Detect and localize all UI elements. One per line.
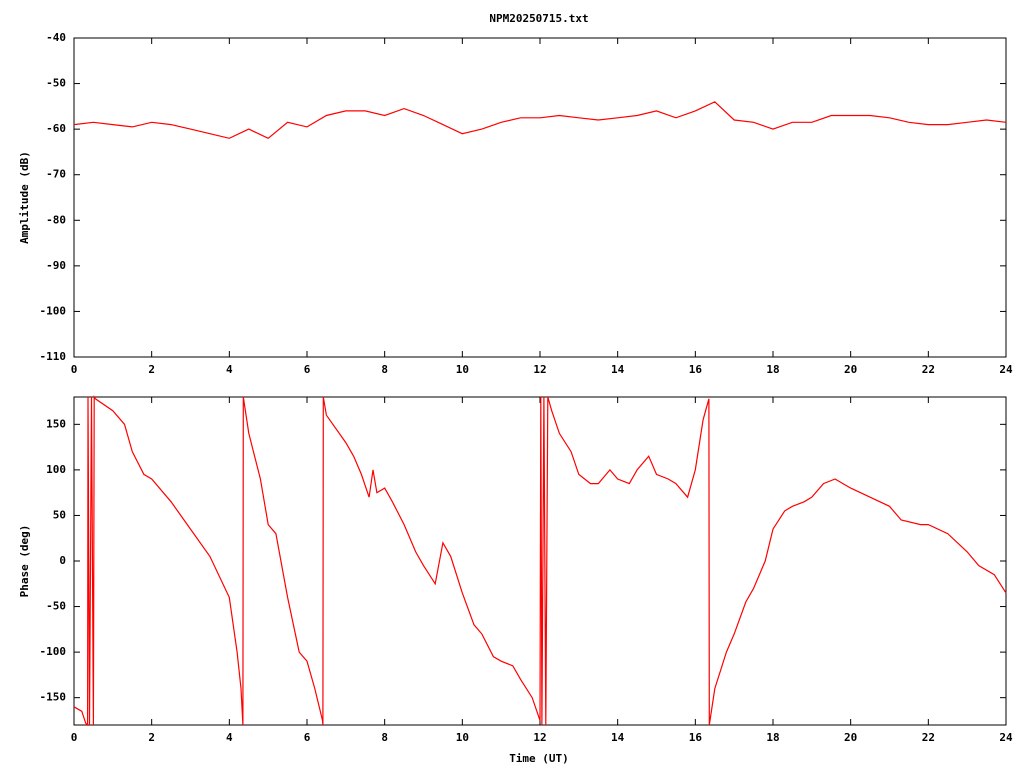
chart-title: NPM20250715.txt bbox=[489, 12, 588, 25]
x-tick-label: 20 bbox=[844, 363, 857, 376]
x-tick-label: 10 bbox=[456, 731, 469, 744]
x-tick-label: 18 bbox=[766, 731, 779, 744]
x-tick-label: 12 bbox=[533, 731, 546, 744]
x-tick-label: 16 bbox=[689, 731, 703, 744]
y-axis-label: Amplitude (dB) bbox=[18, 151, 31, 244]
y-tick-label: -80 bbox=[46, 213, 66, 226]
x-tick-label: 20 bbox=[844, 731, 857, 744]
x-tick-label: 2 bbox=[148, 731, 155, 744]
data-line bbox=[73, 101, 1007, 140]
y-tick-label: 0 bbox=[59, 554, 66, 567]
y-tick-label: -110 bbox=[40, 350, 67, 363]
x-tick-label: 4 bbox=[226, 731, 233, 744]
x-tick-label: 18 bbox=[766, 363, 779, 376]
y-tick-label: -50 bbox=[46, 77, 66, 90]
x-tick-label: 0 bbox=[71, 731, 78, 744]
x-tick-label: 10 bbox=[456, 363, 469, 376]
x-tick-label: 0 bbox=[71, 363, 78, 376]
y-tick-label: -150 bbox=[40, 691, 67, 704]
x-tick-label: 24 bbox=[999, 363, 1013, 376]
x-axis-label: Time (UT) bbox=[509, 752, 569, 765]
x-tick-label: 22 bbox=[922, 363, 935, 376]
y-axis-label: Phase (deg) bbox=[18, 525, 31, 598]
y-tick-label: -40 bbox=[46, 31, 66, 44]
x-tick-label: 8 bbox=[381, 363, 388, 376]
x-tick-label: 16 bbox=[689, 363, 703, 376]
x-tick-label: 8 bbox=[381, 731, 388, 744]
x-tick-label: 6 bbox=[304, 731, 311, 744]
x-tick-label: 4 bbox=[226, 363, 233, 376]
x-tick-label: 14 bbox=[611, 363, 625, 376]
x-tick-label: 14 bbox=[611, 731, 625, 744]
data-line bbox=[73, 395, 1007, 727]
y-tick-label: 100 bbox=[46, 463, 66, 476]
y-tick-label: -100 bbox=[40, 304, 67, 317]
y-tick-label: 50 bbox=[53, 508, 66, 521]
y-tick-label: -70 bbox=[46, 168, 66, 181]
y-tick-label: -50 bbox=[46, 600, 66, 613]
y-tick-label: -100 bbox=[40, 645, 67, 658]
x-tick-label: 6 bbox=[304, 363, 311, 376]
y-tick-label: 150 bbox=[46, 417, 66, 430]
x-tick-label: 24 bbox=[999, 731, 1013, 744]
y-tick-label: -60 bbox=[46, 122, 66, 135]
x-tick-label: 12 bbox=[533, 363, 546, 376]
x-tick-label: 2 bbox=[148, 363, 155, 376]
x-tick-label: 22 bbox=[922, 731, 935, 744]
y-tick-label: -90 bbox=[46, 259, 66, 272]
